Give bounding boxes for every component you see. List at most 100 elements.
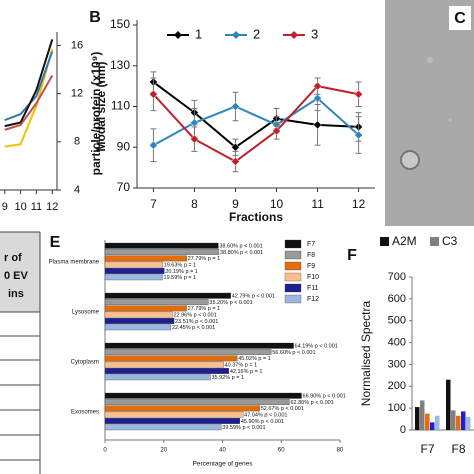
marker — [190, 134, 199, 144]
legend-marker — [290, 31, 298, 39]
value-label: 27.79% p = 1 — [188, 306, 221, 312]
bar — [104, 368, 229, 374]
x-tick-label: 0 — [103, 448, 107, 454]
x-tick-label: 9 — [2, 201, 8, 213]
value-label: 40.37% p = 1 — [225, 363, 258, 369]
bar — [415, 407, 420, 430]
x-tick-label: F7 — [420, 442, 434, 456]
bar — [104, 424, 222, 431]
value-label: 23.51% p < 0.001 — [175, 319, 218, 325]
bar — [104, 318, 175, 324]
legend-marker — [174, 31, 182, 39]
bar — [420, 400, 425, 430]
y-tick-label: 16 — [71, 39, 83, 51]
series-line — [4, 39, 54, 128]
y-tick-label: 600 — [388, 293, 406, 305]
x-tick-label: 60 — [278, 448, 285, 454]
x-tick-label: 12 — [352, 197, 366, 211]
marker — [231, 102, 240, 111]
legend-swatch — [284, 250, 302, 260]
y-tick-label: 90 — [117, 139, 131, 153]
panel-label: F — [347, 247, 357, 264]
value-label: 19.59% p = 1 — [164, 275, 197, 281]
legend-label: F11 — [307, 285, 319, 292]
particle — [427, 57, 433, 63]
marker — [272, 126, 281, 136]
value-label: 42.79% p < 0.001 — [232, 294, 275, 300]
value-label: 19.63% p = 1 — [164, 263, 197, 269]
marker — [354, 130, 363, 140]
marker — [190, 118, 199, 128]
bar — [104, 274, 163, 281]
value-label: 62.80% p < 0.001 — [290, 400, 333, 406]
y-tick-label: 4 — [74, 184, 80, 196]
bar — [461, 411, 466, 430]
bar — [425, 413, 430, 430]
y-tick-label: 300 — [388, 358, 406, 370]
bar — [104, 399, 290, 405]
category-label: Cytoplasm — [71, 359, 99, 365]
x-axis-label: Fractions — [229, 210, 283, 224]
x-tick-label: 9 — [232, 197, 239, 211]
y-tick-label: 70 — [117, 180, 131, 194]
legend-label: 3 — [311, 26, 318, 41]
marker — [313, 81, 322, 91]
x-tick-label: 8 — [191, 197, 198, 211]
particle — [448, 118, 452, 122]
x-tick-label: 11 — [311, 197, 324, 211]
bar — [430, 422, 435, 430]
micrograph — [385, 0, 474, 226]
bar — [104, 418, 240, 424]
x-tick-label: 11 — [31, 201, 42, 213]
value-label: 45.02% p = 1 — [238, 356, 271, 362]
value-label: 52.67% p < 0.001 — [261, 406, 304, 412]
value-label: 22.45% p < 0.001 — [172, 325, 215, 331]
category-label: Lysosome — [72, 309, 100, 315]
bar — [104, 299, 209, 305]
y-tick-label: 130 — [110, 58, 130, 72]
y-tick-label: 8 — [74, 136, 80, 148]
table-text: ins — [8, 288, 24, 300]
x-tick-label: 40 — [219, 448, 226, 454]
y-tick-label: 700 — [388, 271, 406, 283]
series-line — [152, 97, 360, 147]
series-line — [152, 81, 359, 149]
legend-marker — [232, 31, 240, 39]
value-label: 22.96% p < 0.001 — [173, 313, 216, 319]
y-tick-label: 200 — [388, 380, 406, 392]
value-label: 45.90% p < 0.001 — [241, 419, 284, 425]
marker — [354, 89, 363, 99]
y-tick-label: 400 — [388, 336, 406, 348]
legend-label: F7 — [307, 241, 315, 248]
category-label: Exosomes — [71, 409, 99, 415]
legend-swatch — [380, 237, 389, 246]
legend-swatch — [284, 261, 302, 271]
bar — [435, 415, 440, 430]
legend-label: 1 — [195, 26, 202, 41]
bar — [104, 255, 187, 262]
x-tick-label: 10 — [14, 201, 26, 213]
legend-swatch — [284, 239, 302, 249]
bar — [451, 410, 456, 430]
y-tick-label: 0 — [400, 424, 406, 436]
marker — [313, 120, 322, 130]
value-label: 20.19% p = 1 — [165, 269, 198, 275]
value-label: 35.20% p < 0.001 — [209, 300, 252, 306]
series-line — [152, 85, 359, 163]
x-tick-label: 10 — [270, 197, 284, 211]
table-header — [0, 232, 40, 312]
value-label: 47.04% p < 0.001 — [244, 413, 287, 419]
category-label: Plasma membrane — [49, 259, 100, 265]
series-line — [4, 48, 54, 148]
marker — [149, 89, 158, 99]
panel-label: E — [50, 234, 61, 251]
panel-label: B — [89, 9, 101, 26]
value-label: 56.60% p < 0.001 — [272, 350, 315, 356]
marker — [231, 157, 240, 166]
bar — [104, 242, 219, 249]
y-tick-label: 500 — [388, 315, 406, 327]
panel-label-box — [449, 6, 471, 30]
bar — [466, 416, 471, 430]
x-axis-label: Percentage of genes — [193, 461, 254, 468]
